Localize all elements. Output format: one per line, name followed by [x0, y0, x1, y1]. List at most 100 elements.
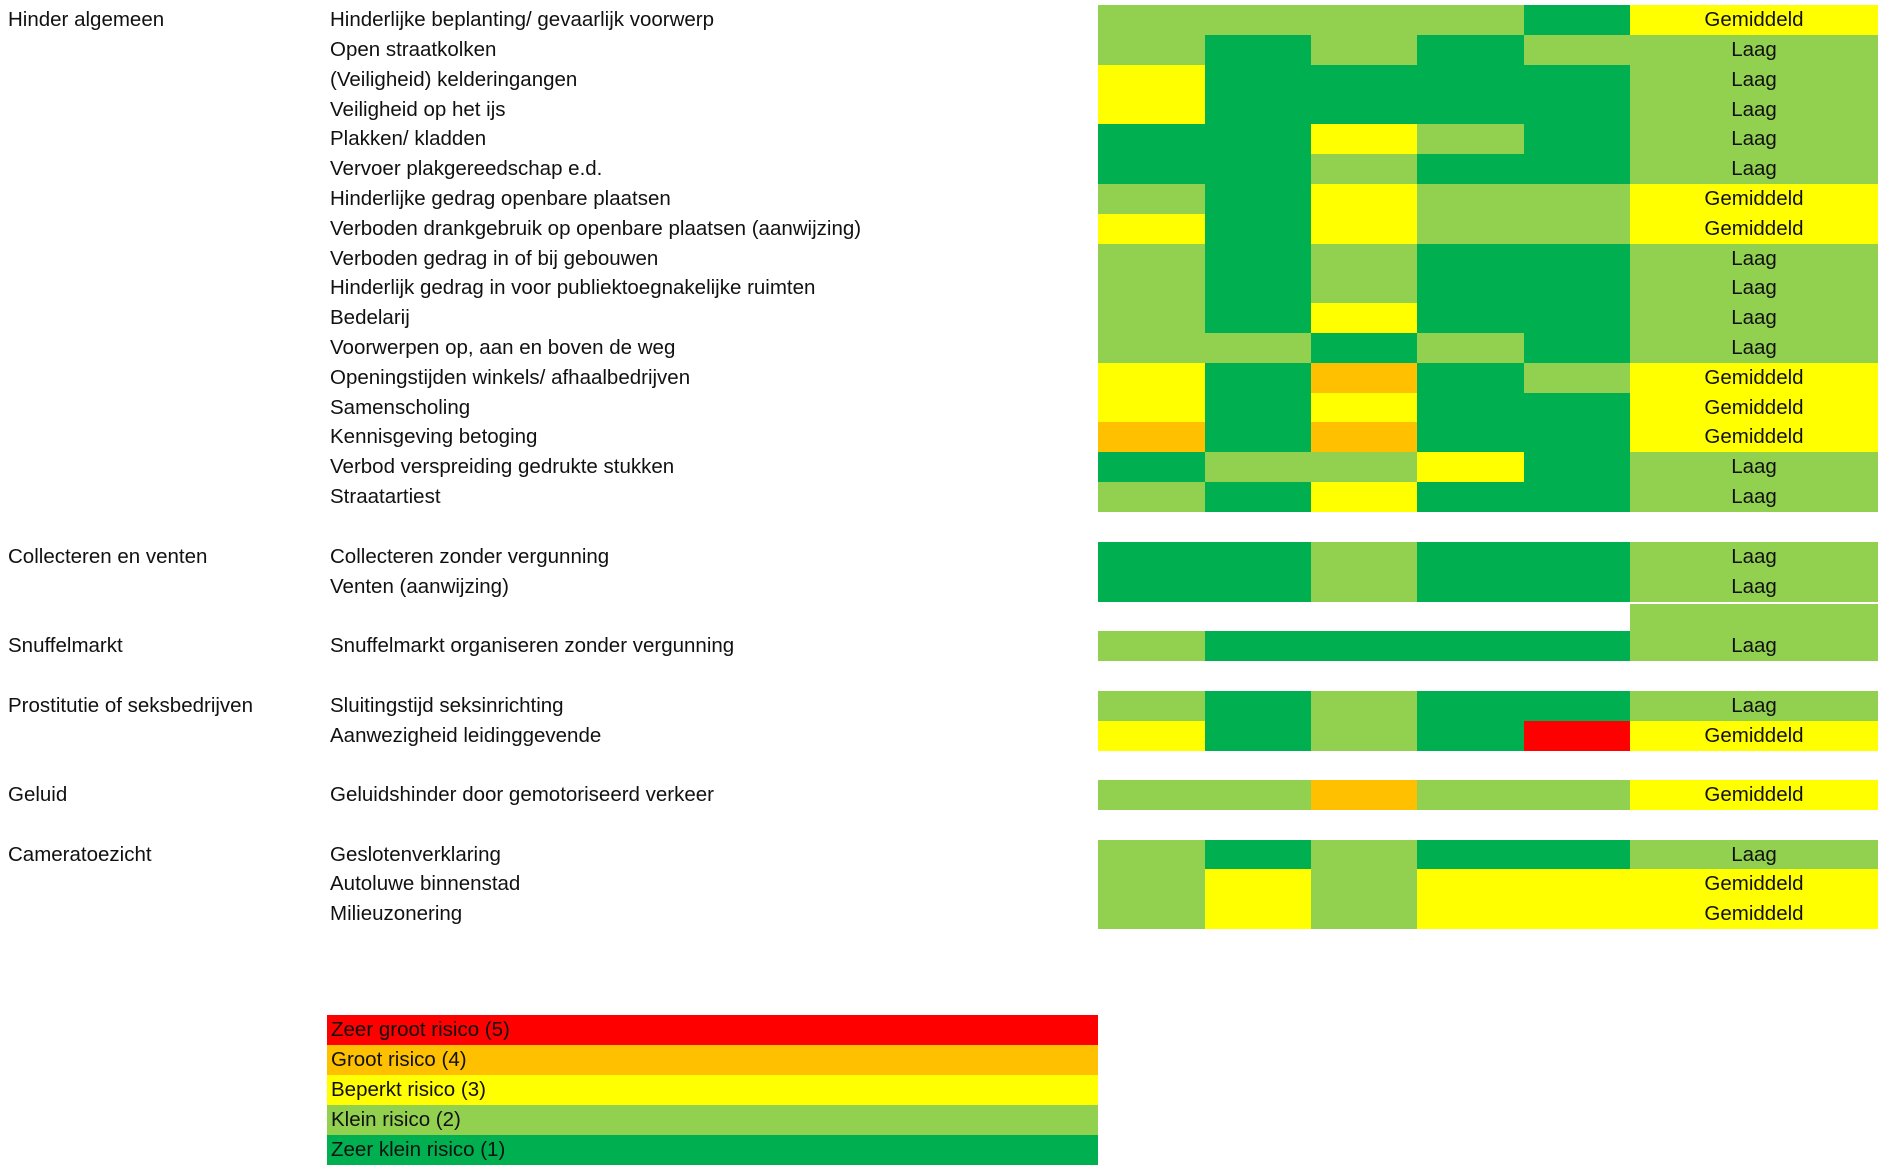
risk-cell	[1417, 631, 1524, 661]
risk-cell	[1098, 154, 1205, 184]
risk-cell	[1205, 631, 1311, 661]
risk-cell	[1098, 333, 1205, 363]
risk-cell	[1311, 899, 1417, 929]
risk-cell	[1524, 5, 1630, 35]
risk-cell	[1205, 452, 1311, 482]
risk-cell	[1205, 721, 1311, 751]
risk-cell	[1524, 303, 1630, 333]
risk-cell	[1524, 154, 1630, 184]
risk-score: Laag	[1630, 604, 1878, 661]
row-label: Voorwerpen op, aan en boven de weg	[330, 336, 676, 359]
risk-cell	[1205, 154, 1311, 184]
risk-cell	[1205, 422, 1311, 452]
risk-cell	[1205, 5, 1311, 35]
row-label: Verboden drankgebruik op openbare plaats…	[330, 217, 862, 240]
risk-cell	[1311, 65, 1417, 95]
risk-cell	[1311, 780, 1417, 810]
legend-item: Klein risico (2)	[327, 1105, 1098, 1135]
risk-cell	[1311, 214, 1417, 244]
row-label: Milieuzonering	[330, 902, 463, 925]
risk-score: Gemiddeld	[1630, 363, 1878, 393]
risk-cell	[1417, 303, 1524, 333]
risk-cell	[1417, 184, 1524, 214]
risk-score: Gemiddeld	[1630, 721, 1878, 751]
risk-cell	[1205, 840, 1311, 870]
risk-cell	[1098, 572, 1205, 602]
risk-cell	[1098, 691, 1205, 721]
risk-cell	[1311, 721, 1417, 751]
risk-score: Laag	[1630, 95, 1878, 125]
risk-cell	[1205, 273, 1311, 303]
risk-cell	[1205, 35, 1311, 65]
category-label: Prostitutie of seksbedrijven	[8, 694, 253, 717]
risk-cell	[1417, 244, 1524, 274]
risk-cell	[1205, 65, 1311, 95]
risk-cell	[1098, 184, 1205, 214]
risk-cell	[1098, 721, 1205, 751]
row-label: Aanwezigheid leidinggevende	[330, 724, 602, 747]
risk-cell	[1311, 631, 1417, 661]
category-label: Snuffelmarkt	[8, 634, 123, 657]
legend-item: Beperkt risico (3)	[327, 1075, 1098, 1105]
risk-cell	[1205, 214, 1311, 244]
risk-cell	[1524, 721, 1630, 751]
risk-cell	[1417, 214, 1524, 244]
risk-cell	[1311, 393, 1417, 423]
risk-cell	[1205, 184, 1311, 214]
risk-cell	[1417, 273, 1524, 303]
row-label: Straatartiest	[330, 485, 441, 508]
risk-cell	[1098, 422, 1205, 452]
risk-score: Laag	[1630, 452, 1878, 482]
risk-cell	[1098, 273, 1205, 303]
risk-cell	[1205, 482, 1311, 512]
row-label: Plakken/ kladden	[330, 127, 487, 150]
legend-item: Groot risico (4)	[327, 1045, 1098, 1075]
risk-cell	[1205, 393, 1311, 423]
risk-score: Gemiddeld	[1630, 214, 1878, 244]
risk-score: Laag	[1630, 333, 1878, 363]
risk-cell	[1417, 95, 1524, 125]
risk-cell	[1205, 899, 1311, 929]
risk-cell	[1098, 124, 1205, 154]
risk-cell	[1417, 721, 1524, 751]
risk-score: Laag	[1630, 154, 1878, 184]
risk-score: Laag	[1630, 840, 1878, 870]
legend-item: Zeer groot risico (5)	[327, 1015, 1098, 1045]
risk-cell	[1205, 244, 1311, 274]
risk-cell	[1311, 363, 1417, 393]
risk-cell	[1417, 572, 1524, 602]
risk-cell	[1417, 65, 1524, 95]
risk-cell	[1098, 482, 1205, 512]
risk-cell	[1524, 780, 1630, 810]
row-label: Venten (aanwijzing)	[330, 575, 509, 598]
risk-cell	[1417, 452, 1524, 482]
risk-cell	[1524, 572, 1630, 602]
legend-item: Zeer klein risico (1)	[327, 1135, 1098, 1165]
row-label: (Veiligheid) kelderingangen	[330, 68, 578, 91]
risk-cell	[1417, 869, 1524, 899]
risk-cell	[1524, 422, 1630, 452]
risk-cell	[1311, 482, 1417, 512]
risk-cell	[1311, 572, 1417, 602]
risk-cell	[1311, 154, 1417, 184]
risk-cell	[1311, 95, 1417, 125]
risk-cell	[1524, 124, 1630, 154]
risk-cell	[1311, 869, 1417, 899]
category-label: Collecteren en venten	[8, 545, 208, 568]
risk-cell	[1417, 333, 1524, 363]
risk-cell	[1205, 572, 1311, 602]
risk-score: Laag	[1630, 35, 1878, 65]
risk-cell	[1417, 482, 1524, 512]
risk-cell	[1311, 244, 1417, 274]
row-label: Snuffelmarkt organiseren zonder vergunni…	[330, 634, 735, 657]
row-label: Hinderlijk gedrag in voor publiektoegnak…	[330, 276, 816, 299]
row-label: Geslotenverklaring	[330, 843, 501, 866]
risk-cell	[1524, 184, 1630, 214]
risk-cell	[1417, 691, 1524, 721]
risk-score: Gemiddeld	[1630, 184, 1878, 214]
risk-cell	[1311, 124, 1417, 154]
risk-score: Laag	[1630, 542, 1878, 572]
risk-cell	[1311, 542, 1417, 572]
risk-cell	[1098, 899, 1205, 929]
